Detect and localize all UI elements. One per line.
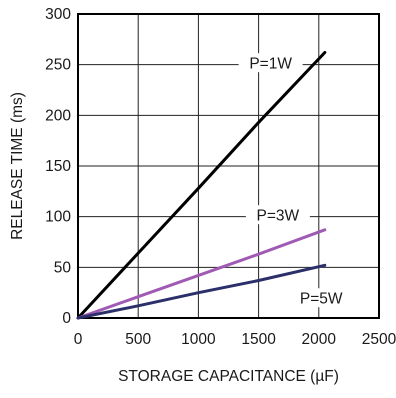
y-tick-label: 50	[54, 259, 72, 276]
series-line-p-1w	[76, 51, 327, 320]
y-tick-label: 200	[45, 107, 71, 124]
series-group	[76, 51, 327, 320]
series-label: P=1W	[249, 56, 292, 73]
y-tick-label: 0	[62, 310, 71, 327]
series-line-p-5w	[76, 263, 327, 320]
y-axis-ticks: 0 50 100 150 200 250 300	[45, 6, 71, 327]
series-label-bg	[245, 205, 310, 225]
x-axis-ticks: 0 500 1000 1500 2000 2500	[74, 331, 396, 348]
series-label-bg	[238, 53, 303, 73]
x-tick-label: 2000	[302, 331, 337, 348]
x-tick-label: 1500	[241, 331, 276, 348]
series-label-bg	[289, 288, 354, 308]
series-label: P=3W	[257, 208, 300, 225]
y-tick-label: 100	[45, 209, 71, 226]
x-tick-label: 0	[74, 331, 83, 348]
x-tick-label: 1000	[181, 331, 216, 348]
grid	[77, 13, 380, 319]
series-label: P=5W	[300, 291, 343, 308]
x-axis-title: STORAGE CAPACITANCE (µF)	[118, 368, 339, 385]
y-axis-title: RELEASE TIME (ms)	[9, 92, 26, 240]
y-tick-label: 250	[45, 57, 71, 74]
series-labels: P=1W P=3W P=5W	[238, 53, 354, 308]
plot-frame	[77, 13, 380, 319]
x-tick-label: 2500	[362, 331, 396, 348]
series-line-p-3w	[76, 228, 327, 320]
x-tick-label: 500	[125, 331, 151, 348]
y-tick-label: 300	[45, 6, 71, 23]
y-tick-label: 150	[45, 158, 71, 175]
